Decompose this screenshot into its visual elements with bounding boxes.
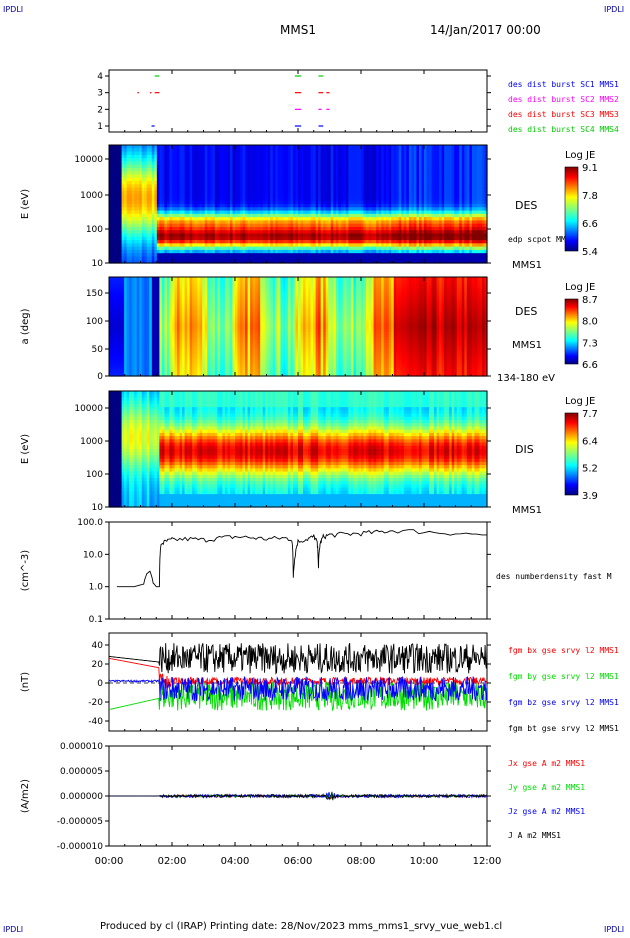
corner-label-right: IPDLI (604, 5, 624, 14)
burst-legend-label: des dist burst SC4 MMS4 (508, 125, 619, 134)
burst-panel-ytick-label: 1 (97, 122, 103, 132)
panels: 4 3 2 1 des dist burst SC1 MMS1 des dist burs… (20, 70, 619, 867)
mission-title: MMS1 (280, 23, 316, 37)
des-energy-cells (109, 145, 488, 264)
burst-panel-ytick-label: 2 (97, 105, 103, 115)
burst-panel-ytick-label: 4 (97, 72, 103, 82)
burst-panel-frame (109, 70, 487, 132)
burst-legend-label: des dist burst SC2 MMS2 (508, 95, 619, 104)
corner-label-left: IPDLI (3, 5, 23, 14)
burst-legend-label: des dist burst SC1 MMS1 (508, 80, 619, 89)
date-title: 14/Jan/2017 00:00 (430, 23, 541, 37)
burst-panel-ytick-label: 3 (97, 89, 103, 99)
burst-legend-label: des dist burst SC3 MMS3 (508, 110, 619, 119)
